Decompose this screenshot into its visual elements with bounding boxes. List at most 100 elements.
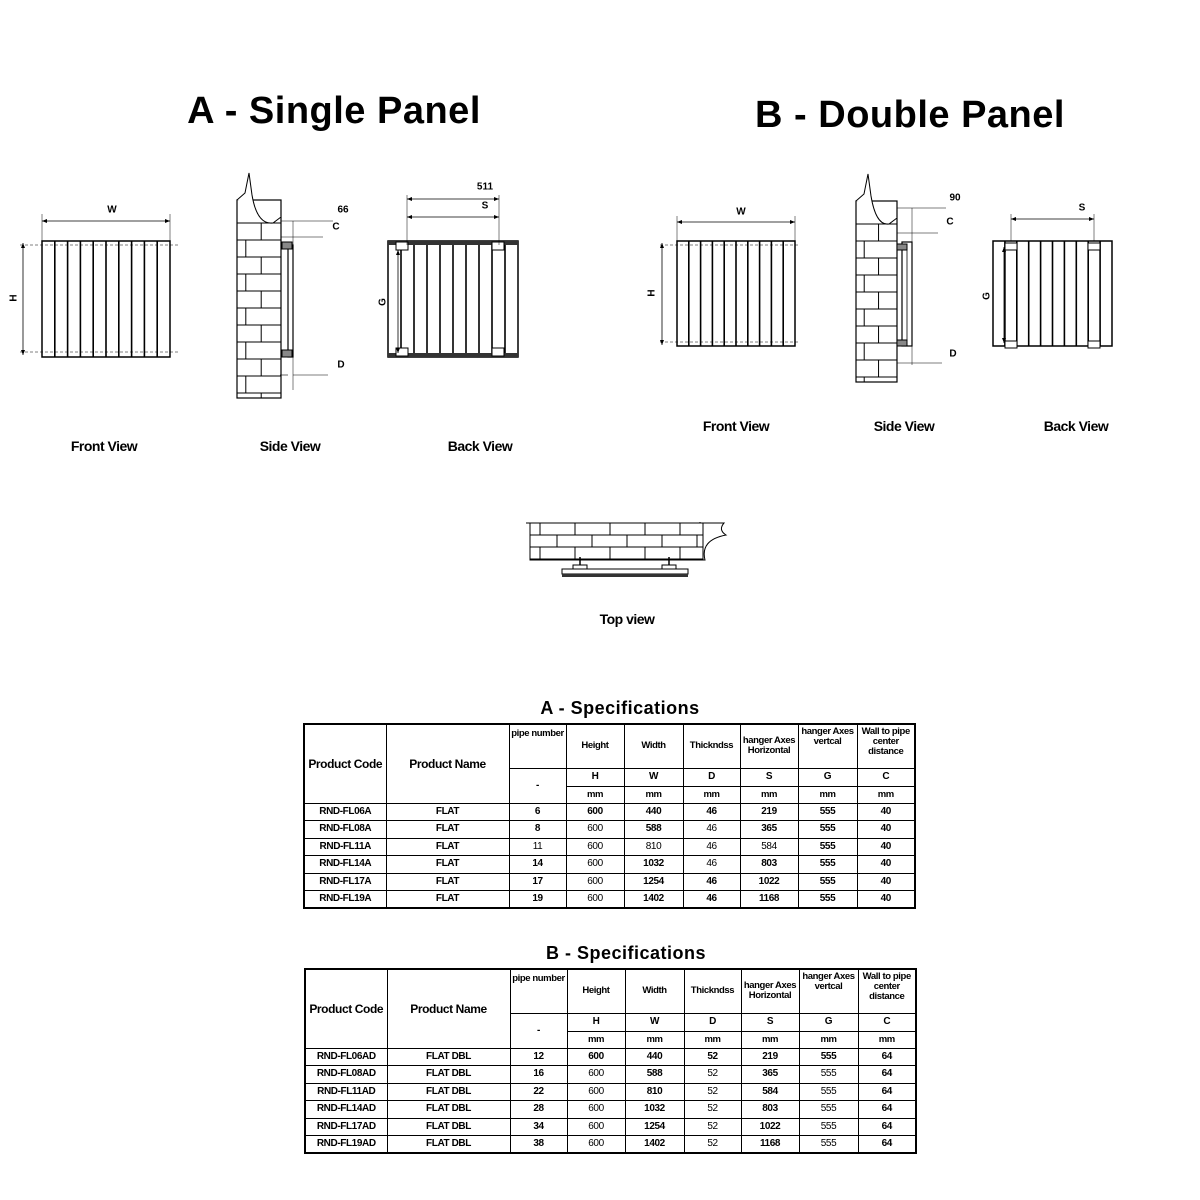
table-cell: 810 (623, 837, 684, 856)
a-back-bottom-rail (388, 353, 518, 357)
table-cell: FLAT DBL (386, 1082, 511, 1101)
unit-cell: mm (856, 785, 916, 804)
table-row: RND-FL14A FLAT 14 600 1032 46 803 555 40 (303, 855, 916, 874)
table-cell: 1254 (623, 872, 684, 891)
table-cell: 40 (856, 802, 916, 821)
table-cell: 440 (623, 802, 684, 821)
table-cell: 555 (797, 855, 858, 874)
b-side-bracket-top (896, 243, 908, 251)
top-wall-edge-right (526, 522, 728, 561)
table-cell: RND-FL17AD (304, 1117, 388, 1136)
table-cell: RND-FL11A (303, 837, 387, 856)
table-cell: 440 (624, 1047, 685, 1066)
symbol-cell: - (509, 1012, 568, 1049)
symbol-cell: W (624, 1012, 685, 1032)
top-view-bracket-plate (661, 564, 677, 570)
table-cell: 1032 (623, 855, 684, 874)
table-cell: FLAT (385, 855, 510, 874)
col-product-name: Product Name (385, 723, 510, 804)
a-side-wall (236, 199, 282, 399)
table-cell: 52 (683, 1117, 742, 1136)
table-cell: 555 (798, 1065, 859, 1084)
table-cell: FLAT DBL (386, 1065, 511, 1084)
table-cell: 555 (797, 820, 858, 839)
table-row: RND-FL14AD FLAT DBL 28 600 1032 52 803 555 64 (304, 1100, 917, 1119)
table-cell: 8 (508, 820, 567, 839)
table-row: RND-FL17AD FLAT DBL 34 600 1254 52 1022 555 64 (304, 1117, 917, 1136)
table-cell: 46 (682, 837, 741, 856)
table-cell: 40 (856, 855, 916, 874)
b-front-h-label: H (646, 289, 658, 297)
top-view-radiator (561, 568, 689, 575)
top-view-wall (529, 522, 704, 561)
table-cell: 803 (740, 1100, 800, 1119)
b-back-view-label: Back View (1043, 418, 1109, 434)
table-cell: 600 (565, 855, 625, 874)
a-back-s-label: S (481, 200, 489, 212)
table-cell: 52 (683, 1065, 742, 1084)
top-view-label: Top view (599, 611, 655, 627)
table-cell: 219 (739, 802, 799, 821)
table-cell: 600 (566, 1047, 626, 1066)
hanger-bracket (491, 241, 505, 251)
col-product-code: Product Code (304, 968, 388, 1049)
col-hanger-vertical: hanger Axes vertcal (797, 723, 858, 769)
table-cell: 16 (509, 1065, 568, 1084)
table-cell: RND-FL19AD (304, 1135, 388, 1154)
table-cell: 6 (508, 802, 567, 821)
table-cell: 219 (740, 1047, 800, 1066)
a-back-span-label: 511 (476, 181, 494, 193)
a-side-bracket-top (281, 241, 293, 250)
table-row: RND-FL06A FLAT 6 600 440 46 219 555 40 (303, 802, 916, 821)
symbol-cell: S (740, 1012, 800, 1032)
table-cell: 588 (623, 820, 684, 839)
table-cell: 555 (798, 1117, 859, 1136)
table-cell: 40 (856, 837, 916, 856)
table-cell: 46 (682, 855, 741, 874)
symbol-cell: D (682, 767, 741, 787)
table-row: RND-FL19AD FLAT DBL 38 600 1402 52 1168 555 64 (304, 1135, 917, 1154)
table-row: RND-FL08AD FLAT DBL 16 600 588 52 365 555 64 (304, 1065, 917, 1084)
table-cell: 555 (798, 1082, 859, 1101)
b-side-c-label: C (946, 216, 954, 228)
table-row: RND-FL06AD FLAT DBL 12 600 440 52 219 555 64 (304, 1047, 917, 1066)
table-cell: 803 (739, 855, 799, 874)
table-cell: 14 (508, 855, 567, 874)
table-row: RND-FL17A FLAT 17 600 1254 46 1022 555 40 (303, 872, 916, 891)
table-cell: 12 (509, 1047, 568, 1066)
table-row: RND-FL11AD FLAT DBL 22 600 810 52 584 555 64 (304, 1082, 917, 1101)
table-cell: FLAT DBL (386, 1117, 511, 1136)
table-cell: FLAT (385, 802, 510, 821)
table-cell: 600 (565, 837, 625, 856)
table-cell: FLAT (385, 890, 510, 909)
unit-cell: mm (798, 1030, 859, 1049)
table-cell: RND-FL11AD (304, 1082, 388, 1101)
b-side-view-label: Side View (873, 418, 935, 434)
table-cell: RND-FL14AD (304, 1100, 388, 1119)
b-side-offset-label: 90 (949, 192, 961, 204)
symbol-cell: G (798, 1012, 859, 1032)
section-b-title: B - Double Panel (755, 94, 1065, 136)
top-view-radiator-pipes (562, 574, 688, 577)
hanger-bracket (491, 347, 505, 357)
col-hanger-horizontal: hanger Axes Horizontal (739, 723, 799, 769)
table-cell: RND-FL06AD (304, 1047, 388, 1066)
hanger-bracket (1087, 242, 1101, 251)
table-cell: RND-FL08AD (304, 1065, 388, 1084)
table-cell: 584 (739, 837, 799, 856)
col-width: Width (624, 968, 685, 1014)
table-cell: RND-FL08A (303, 820, 387, 839)
table-cell: 64 (857, 1100, 917, 1119)
symbol-cell: C (857, 1012, 917, 1032)
a-side-offset-label: 66 (337, 204, 349, 216)
table-cell: RND-FL06A (303, 802, 387, 821)
col-thickness: Thickndss (682, 723, 741, 769)
table-cell: 600 (566, 1117, 626, 1136)
table-cell: FLAT DBL (386, 1135, 511, 1154)
table-cell: 600 (565, 872, 625, 891)
table-cell: FLAT (385, 872, 510, 891)
table-cell: FLAT (385, 820, 510, 839)
table-cell: 34 (509, 1117, 568, 1136)
a-back-g-label: G (377, 298, 389, 306)
